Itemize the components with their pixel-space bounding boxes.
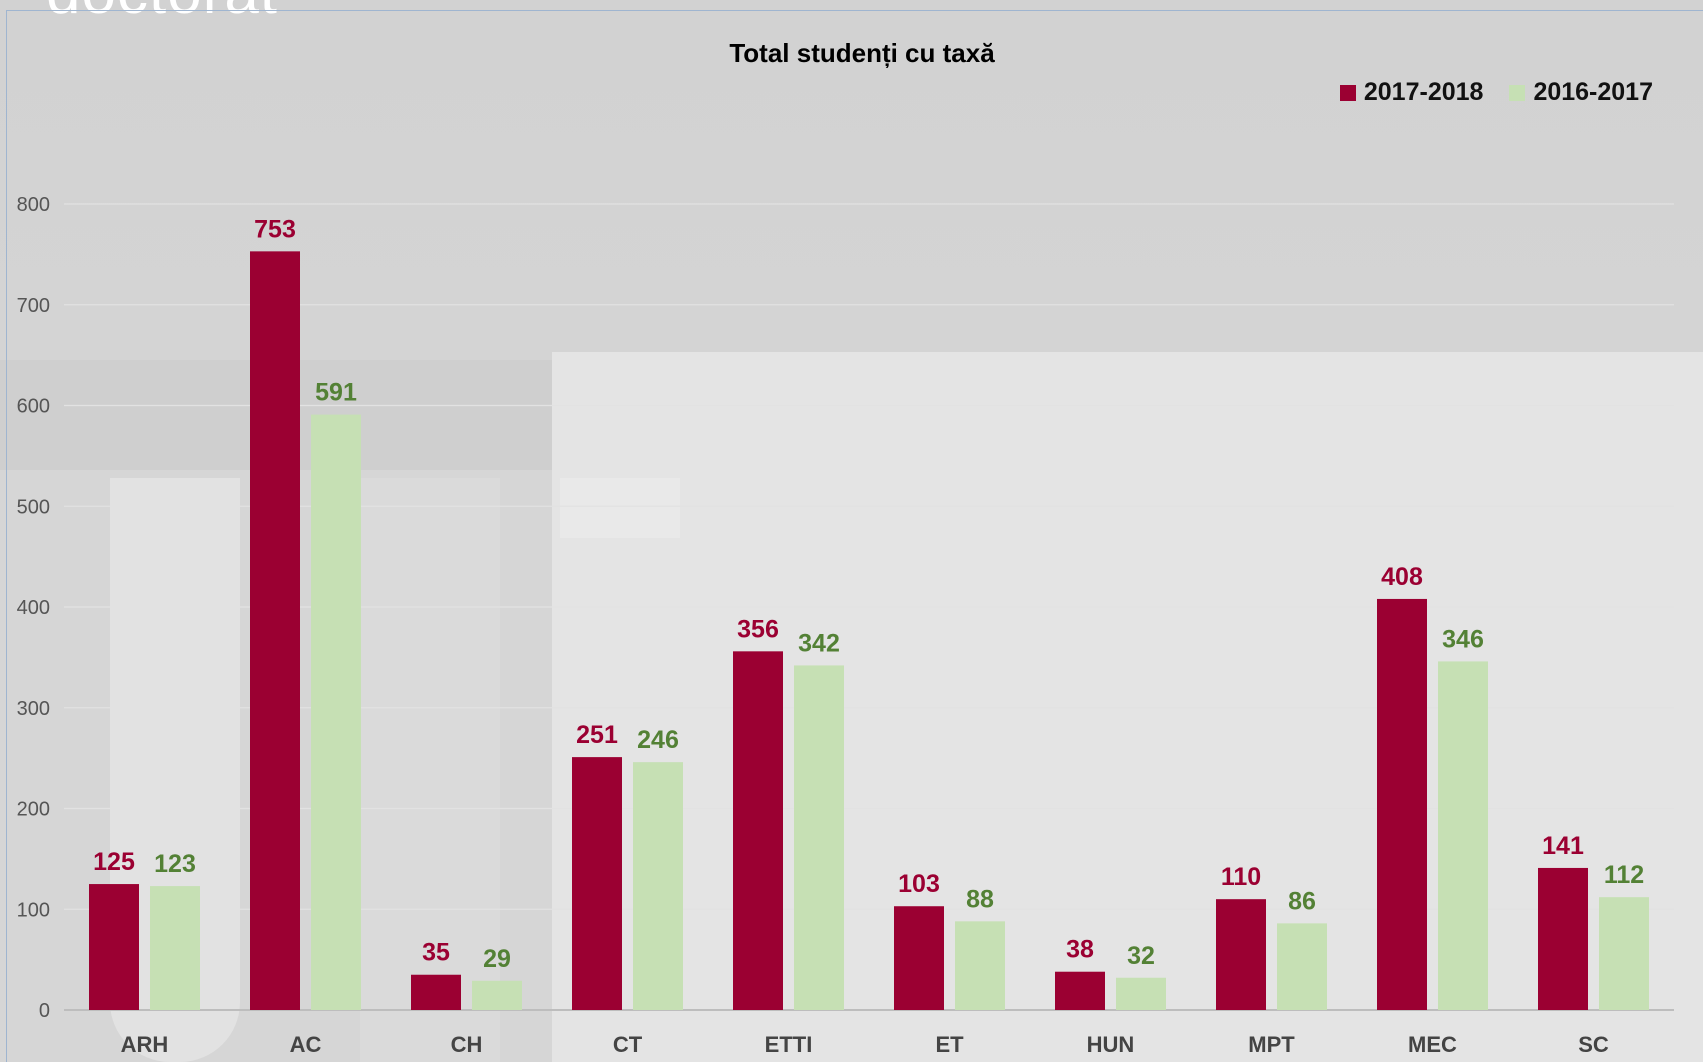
bar-series-2 <box>955 921 1005 1010</box>
chart-legend: 2017-2018 2016-2017 <box>1339 78 1653 107</box>
legend-swatch-series-1 <box>1339 84 1356 101</box>
x-category-label: ET <box>935 1032 964 1057</box>
x-category-label: MPT <box>1248 1032 1295 1057</box>
bar-series-1 <box>572 757 622 1010</box>
bar-series-1 <box>733 651 783 1010</box>
y-tick-label: 800 <box>17 194 50 216</box>
data-label-series-1: 103 <box>898 870 940 898</box>
legend-label-series-1: 2017-2018 <box>1363 78 1484 106</box>
x-category-label: MEC <box>1408 1032 1457 1057</box>
data-label-series-2: 29 <box>483 945 511 973</box>
data-label-series-2: 88 <box>966 885 994 913</box>
data-label-series-1: 125 <box>93 848 135 876</box>
y-tick-label: 100 <box>17 899 50 921</box>
data-label-series-2: 32 <box>1127 942 1155 970</box>
data-label-series-1: 408 <box>1381 563 1423 591</box>
bar-series-1 <box>250 251 300 1011</box>
x-category-label: HUN <box>1087 1032 1135 1057</box>
x-category-label: CT <box>613 1032 643 1057</box>
data-label-series-2: 346 <box>1442 625 1484 653</box>
bar-series-2 <box>1438 661 1488 1010</box>
data-label-series-1: 141 <box>1542 832 1584 860</box>
data-label-series-2: 86 <box>1288 887 1316 915</box>
x-category-label: AC <box>290 1032 322 1057</box>
bar-series-2 <box>1599 897 1649 1010</box>
data-label-series-2: 591 <box>315 379 357 407</box>
watermark-letter-t <box>560 478 680 538</box>
legend-item-series-1: 2017-2018 <box>1339 78 1484 107</box>
y-tick-label: 0 <box>39 1000 50 1022</box>
bar-series-1 <box>411 974 461 1010</box>
x-category-label: SC <box>1578 1032 1609 1057</box>
bar-series-1 <box>1055 971 1105 1010</box>
y-tick-label: 600 <box>17 396 50 418</box>
data-label-series-1: 356 <box>737 615 779 643</box>
chart-frame <box>6 10 1703 1062</box>
bar-series-2 <box>1277 923 1327 1010</box>
data-label-series-1: 753 <box>254 215 296 243</box>
data-label-series-2: 123 <box>154 850 196 878</box>
legend-swatch-series-2 <box>1509 84 1526 101</box>
legend-label-series-2: 2016-2017 <box>1533 78 1653 106</box>
data-label-series-2: 342 <box>798 629 840 657</box>
x-category-label: ETTI <box>765 1032 813 1057</box>
data-label-series-2: 112 <box>1604 861 1644 889</box>
bar-series-1 <box>1538 867 1588 1010</box>
bar-series-1 <box>1377 598 1427 1010</box>
data-label-series-1: 110 <box>1221 863 1261 891</box>
legend-item-series-2: 2016-2017 <box>1509 78 1653 107</box>
data-label-series-1: 251 <box>576 721 618 749</box>
bar-series-1 <box>1216 899 1266 1010</box>
chart-title: Total studenți cu taxă <box>729 38 995 68</box>
x-category-label: ARH <box>121 1032 169 1057</box>
y-tick-label: 500 <box>17 496 50 518</box>
bar-series-2 <box>1116 977 1166 1010</box>
y-tick-label: 400 <box>17 597 50 619</box>
y-tick-label: 200 <box>17 799 50 821</box>
y-tick-label: 300 <box>17 698 50 720</box>
x-category-label: CH <box>451 1032 483 1057</box>
y-tick-label: 700 <box>17 295 50 317</box>
bar-series-2 <box>150 886 200 1010</box>
bar-series-2 <box>633 762 683 1010</box>
bar-series-1 <box>894 906 944 1010</box>
bar-series-2 <box>794 665 844 1010</box>
data-label-series-1: 35 <box>422 939 450 967</box>
bar-series-2 <box>311 414 361 1010</box>
data-label-series-2: 246 <box>637 726 679 754</box>
data-label-series-1: 38 <box>1066 936 1094 964</box>
slide-title: doctorat <box>46 0 278 24</box>
watermark-letter-p <box>360 478 500 1062</box>
bar-series-2 <box>472 980 522 1010</box>
bar-series-1 <box>89 884 139 1010</box>
